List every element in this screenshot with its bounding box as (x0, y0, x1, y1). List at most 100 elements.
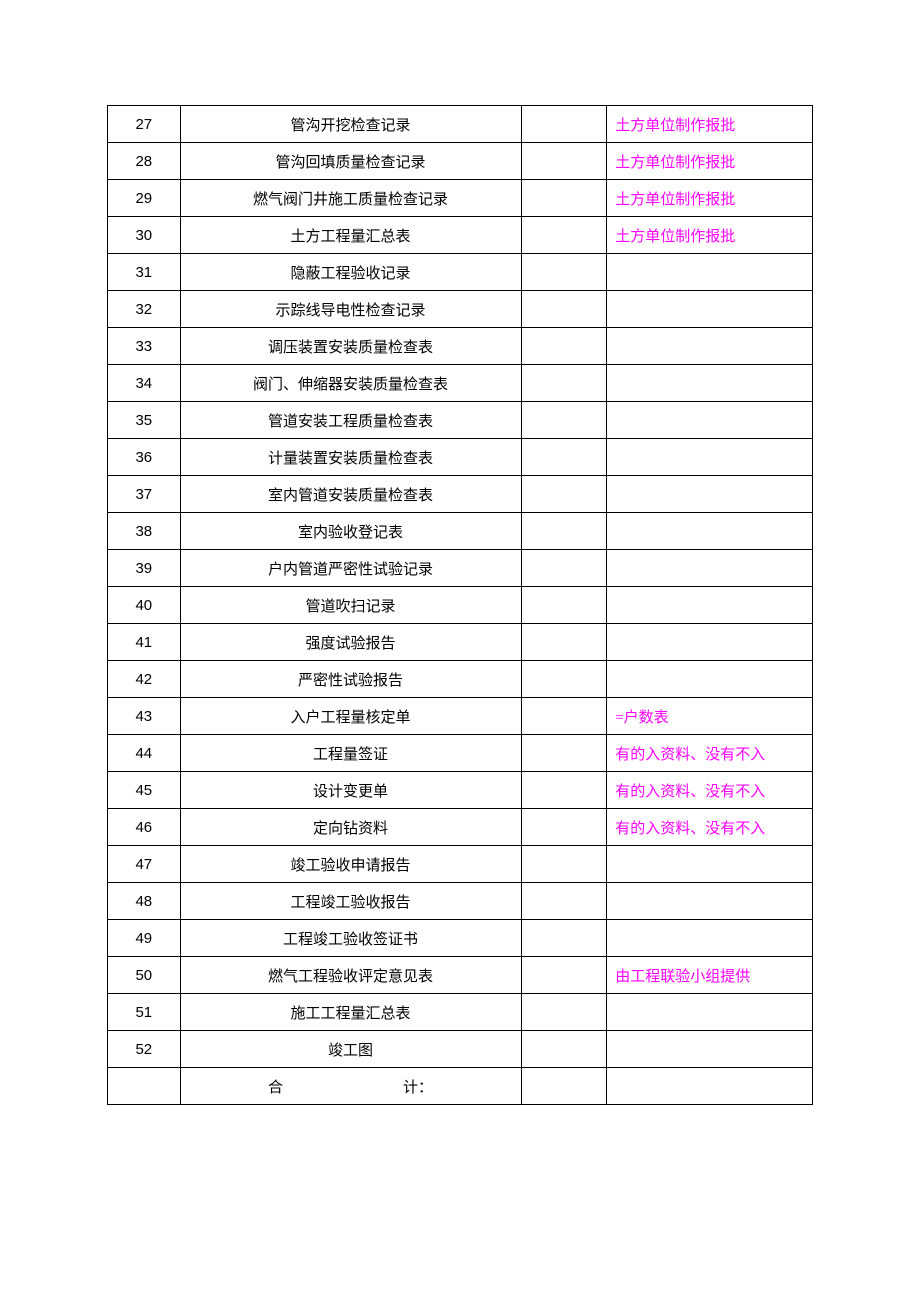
row-note-cell: =户数表 (607, 698, 813, 735)
table-row: 50燃气工程验收评定意见表由工程联验小组提供 (108, 957, 813, 994)
row-note-cell (607, 291, 813, 328)
row-blank-cell (521, 143, 607, 180)
row-blank-cell (521, 106, 607, 143)
row-note-cell: 有的入资料、没有不入 (607, 772, 813, 809)
row-name-cell: 示踪线导电性检查记录 (180, 291, 521, 328)
row-blank-cell (521, 809, 607, 846)
row-blank-cell (521, 365, 607, 402)
row-note-cell (607, 365, 813, 402)
row-name-cell: 管道吹扫记录 (180, 587, 521, 624)
row-note-cell (607, 883, 813, 920)
row-note-cell (607, 402, 813, 439)
row-number-cell: 49 (108, 920, 181, 957)
table-row: 35管道安装工程质量检查表 (108, 402, 813, 439)
table-row: 48工程竣工验收报告 (108, 883, 813, 920)
row-name-cell: 管沟开挖检查记录 (180, 106, 521, 143)
table-row: 49工程竣工验收签证书 (108, 920, 813, 957)
row-note-cell (607, 550, 813, 587)
row-blank-cell (521, 735, 607, 772)
row-name-cell: 工程竣工验收签证书 (180, 920, 521, 957)
row-note-cell (607, 587, 813, 624)
row-number-cell: 47 (108, 846, 181, 883)
row-blank-cell (521, 476, 607, 513)
row-name-cell: 土方工程量汇总表 (180, 217, 521, 254)
row-note-cell (607, 513, 813, 550)
row-number-cell: 27 (108, 106, 181, 143)
row-number-cell: 52 (108, 1031, 181, 1068)
table-row: 52竣工图 (108, 1031, 813, 1068)
row-blank-cell (521, 772, 607, 809)
row-name-cell: 工程量签证 (180, 735, 521, 772)
row-blank-cell (521, 328, 607, 365)
row-number-cell: 34 (108, 365, 181, 402)
table-row: 31隐蔽工程验收记录 (108, 254, 813, 291)
table-row: 36计量装置安装质量检查表 (108, 439, 813, 476)
row-blank-cell (521, 439, 607, 476)
total-label-left: 合 (268, 1080, 283, 1096)
table-row: 28管沟回填质量检查记录土方单位制作报批 (108, 143, 813, 180)
row-name-cell: 入户工程量核定单 (180, 698, 521, 735)
row-name-cell: 竣工图 (180, 1031, 521, 1068)
row-name-cell: 管沟回填质量检查记录 (180, 143, 521, 180)
row-note-cell (607, 624, 813, 661)
row-name-cell: 燃气阀门井施工质量检查记录 (180, 180, 521, 217)
row-number-cell: 31 (108, 254, 181, 291)
row-note-cell: 土方单位制作报批 (607, 106, 813, 143)
row-blank-cell (521, 513, 607, 550)
row-note-cell (607, 846, 813, 883)
table-row: 32示踪线导电性检查记录 (108, 291, 813, 328)
row-blank-cell (521, 624, 607, 661)
row-name-cell: 阀门、伸缩器安装质量检查表 (180, 365, 521, 402)
table-row: 27管沟开挖检查记录 土方单位制作报批 (108, 106, 813, 143)
row-number-cell: 36 (108, 439, 181, 476)
table-row: 44工程量签证 有的入资料、没有不入 (108, 735, 813, 772)
row-blank-cell (521, 254, 607, 291)
row-name-cell: 竣工验收申请报告 (180, 846, 521, 883)
table-row: 34阀门、伸缩器安装质量检查表 (108, 365, 813, 402)
row-number-cell: 48 (108, 883, 181, 920)
row-note-cell: 有的入资料、没有不入 (607, 735, 813, 772)
row-name-cell: 设计变更单 (180, 772, 521, 809)
row-name-cell: 隐蔽工程验收记录 (180, 254, 521, 291)
table-row: 43入户工程量核定单=户数表 (108, 698, 813, 735)
table-row: 37室内管道安装质量检查表 (108, 476, 813, 513)
row-blank-cell (521, 661, 607, 698)
row-number-cell: 44 (108, 735, 181, 772)
total-label-right: 计： (403, 1080, 433, 1096)
row-note-cell (607, 254, 813, 291)
row-number-cell: 33 (108, 328, 181, 365)
row-name-cell: 户内管道严密性试验记录 (180, 550, 521, 587)
row-name-cell: 计量装置安装质量检查表 (180, 439, 521, 476)
row-name-cell: 工程竣工验收报告 (180, 883, 521, 920)
row-number-cell: 28 (108, 143, 181, 180)
table-row: 33调压装置安装质量检查表 (108, 328, 813, 365)
row-number-cell: 51 (108, 994, 181, 1031)
row-note-cell: 由工程联验小组提供 (607, 957, 813, 994)
row-blank-cell (521, 994, 607, 1031)
row-number-cell: 39 (108, 550, 181, 587)
table-row: 40管道吹扫记录 (108, 587, 813, 624)
row-number-cell: 29 (108, 180, 181, 217)
row-note-cell: 土方单位制作报批 (607, 217, 813, 254)
row-blank-cell (521, 217, 607, 254)
row-number-cell: 45 (108, 772, 181, 809)
total-label-cell: 合 计： (180, 1068, 521, 1105)
row-blank-cell (521, 402, 607, 439)
row-name-cell: 管道安装工程质量检查表 (180, 402, 521, 439)
row-blank-cell (521, 1031, 607, 1068)
row-blank-cell (521, 920, 607, 957)
row-blank-cell (521, 957, 607, 994)
row-number-cell: 40 (108, 587, 181, 624)
row-number-cell: 41 (108, 624, 181, 661)
row-blank-cell (521, 180, 607, 217)
table-row: 30土方工程量汇总表土方单位制作报批 (108, 217, 813, 254)
row-number-cell: 42 (108, 661, 181, 698)
row-note-cell (607, 1031, 813, 1068)
row-note-cell (607, 476, 813, 513)
total-number-cell (108, 1068, 181, 1105)
total-blank-cell (521, 1068, 607, 1105)
table-row: 38室内验收登记表 (108, 513, 813, 550)
table-body: 27管沟开挖检查记录土方单位制作报批28管沟回填质量检查记录土方单位制作报批29… (108, 106, 813, 1105)
row-name-cell: 室内验收登记表 (180, 513, 521, 550)
row-blank-cell (521, 846, 607, 883)
